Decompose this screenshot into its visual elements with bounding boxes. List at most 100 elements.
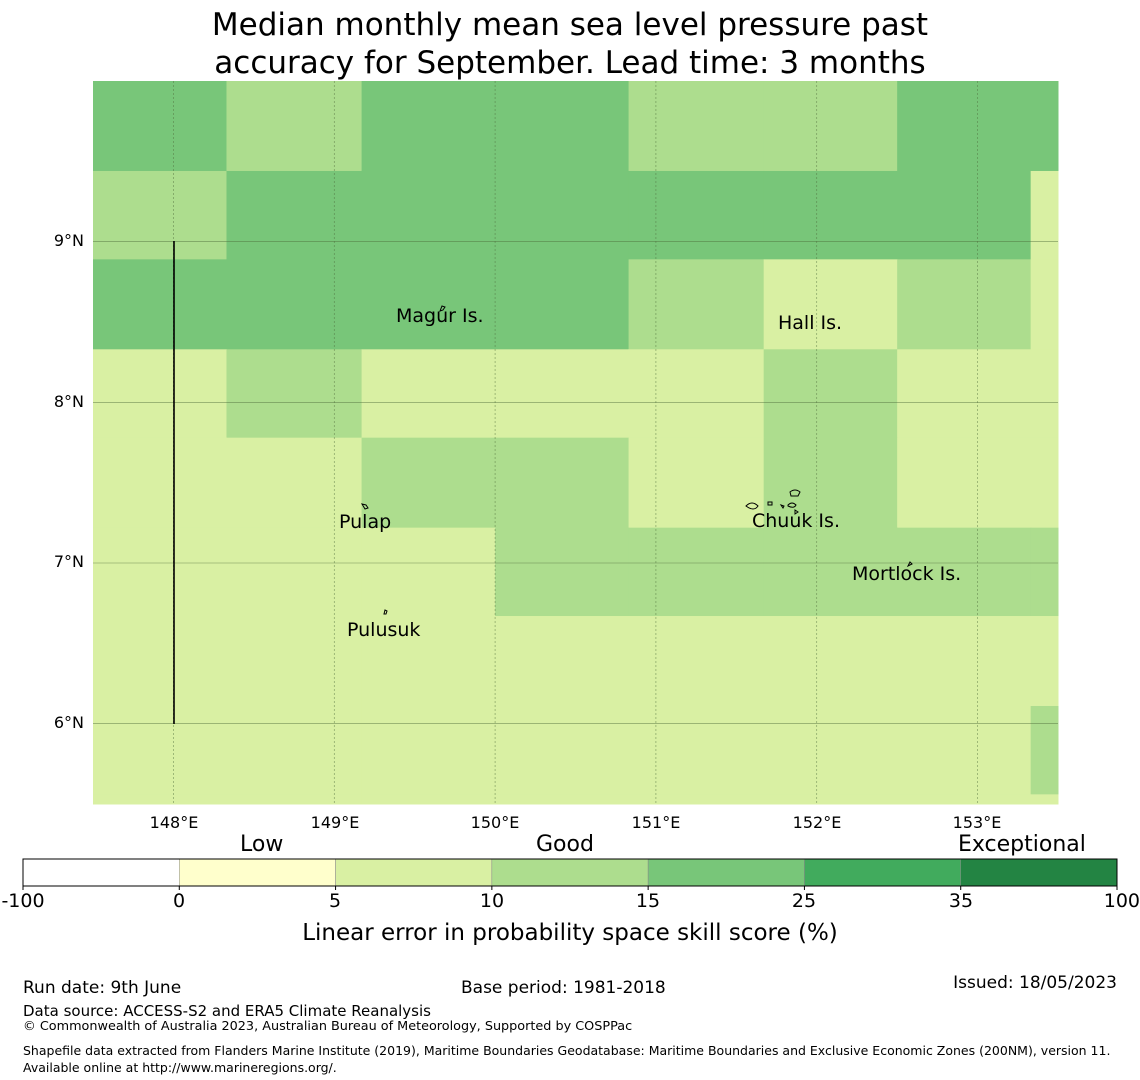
skill-cell [226, 527, 363, 617]
skill-cell [628, 259, 765, 350]
skill-cell [93, 259, 227, 350]
skill-cell [226, 170, 363, 260]
skill-cell [361, 616, 496, 707]
skill-cell [763, 259, 898, 350]
colorbar-segment [22, 858, 180, 887]
shapefile-credit: Shapefile data extracted from Flanders M… [23, 1043, 1111, 1075]
skill-cell [361, 705, 496, 795]
category-exceptional: Exceptional [958, 832, 1086, 857]
skill-cell [628, 794, 765, 805]
skill-cell [93, 437, 227, 529]
skill-cell [495, 259, 630, 350]
island-outline [439, 305, 446, 312]
lat-label-7n: 7°N [53, 552, 84, 571]
category-low: Low [240, 832, 284, 857]
category-good: Good [536, 832, 594, 857]
graticule [93, 81, 1058, 804]
island-outlines [360, 305, 913, 615]
colorbar-tick: 5 [328, 890, 342, 912]
skill-cell [897, 170, 1032, 260]
skill-cell [93, 705, 227, 795]
colorbar-tick: 25 [791, 890, 817, 912]
place-pulusuk: Pulusuk [347, 619, 421, 641]
colorbar-segment [491, 858, 649, 887]
skill-cell [897, 705, 1032, 795]
lat-label-9n: 9°N [53, 231, 84, 250]
skill-cell [93, 81, 227, 172]
lat-label-8n: 8°N [53, 392, 84, 411]
skill-cell [361, 81, 496, 172]
skill-cell [763, 616, 898, 707]
run-date: Run date: 9th June [23, 978, 182, 998]
lon-label-148e: 148°E [149, 813, 199, 832]
colorbar-tick: 10 [479, 890, 505, 912]
skill-cell [1030, 349, 1059, 439]
place-mortlock-is: Mortlock Is. [852, 563, 962, 585]
island-outline [360, 503, 369, 510]
island-outline [745, 502, 759, 510]
skill-cell [628, 437, 765, 529]
skill-cell [93, 616, 227, 707]
skill-cell [628, 705, 765, 795]
skill-cell [897, 616, 1032, 707]
skill-cell [628, 616, 765, 707]
skill-cell [495, 437, 630, 529]
skill-cell [93, 527, 227, 617]
skill-cell [897, 81, 1032, 172]
lon-label-152e: 152°E [792, 813, 842, 832]
island-outline [906, 561, 913, 568]
skill-cell [495, 349, 630, 439]
skill-cell [93, 170, 227, 260]
colorbar-segment [960, 858, 1118, 887]
island-outline [767, 501, 773, 506]
colorbar-segment [804, 858, 961, 887]
skill-cell [495, 616, 630, 707]
skill-cell [361, 170, 496, 260]
skill-cell [1030, 794, 1059, 805]
skill-cell [361, 349, 496, 439]
skill-cell [763, 527, 898, 617]
data-source: Data source: ACCESS-S2 and ERA5 Climate … [23, 1002, 431, 1020]
skill-cell [1030, 705, 1059, 795]
skill-cell [361, 527, 496, 617]
place-pulap: Pulap [339, 511, 392, 533]
island-outline [789, 489, 801, 497]
issued-date: Issued: 18/05/2023 [953, 973, 1117, 993]
skill-cell [897, 259, 1032, 350]
colorbar-tick: 0 [172, 890, 186, 912]
island-outline [787, 502, 797, 508]
skill-cell [628, 527, 765, 617]
skill-cell [361, 794, 496, 805]
skill-cell [495, 794, 630, 805]
skill-cell [897, 527, 1032, 617]
colorbar-tick: -100 [1, 890, 45, 912]
skill-cell [1030, 81, 1059, 172]
skill-cell [763, 81, 898, 172]
skill-cell [763, 794, 898, 805]
copyright: © Commonwealth of Australia 2023, Austra… [23, 1019, 633, 1034]
skill-cell [226, 616, 363, 707]
skill-cell [897, 794, 1032, 805]
skill-cell [226, 349, 363, 439]
map-title: Median monthly mean sea level pressure p… [0, 6, 1140, 82]
skill-cell [226, 437, 363, 529]
island-outline [794, 509, 799, 515]
map-title-line1: Median monthly mean sea level pressure p… [211, 7, 929, 43]
lon-label-151e: 151°E [631, 813, 681, 832]
place-chuuk-is: Chuuk Is. [752, 510, 840, 532]
colorbar-frame [22, 858, 1118, 887]
colorbar-segment [335, 858, 493, 887]
colorbar-tick: 15 [635, 890, 661, 912]
skill-cell [1030, 259, 1059, 350]
skill-cell [495, 705, 630, 795]
skill-cell [628, 81, 765, 172]
skill-cell [1030, 616, 1059, 707]
map-title-line2: accuracy for September. Lead time: 3 mon… [214, 45, 926, 81]
colorbar-segment [179, 858, 336, 887]
lon-label-153e: 153°E [952, 813, 1002, 832]
skill-cell [628, 349, 765, 439]
lon-label-150e: 150°E [470, 813, 520, 832]
skill-cell [93, 349, 227, 439]
place-magur-is: Magur Is. [396, 305, 484, 327]
